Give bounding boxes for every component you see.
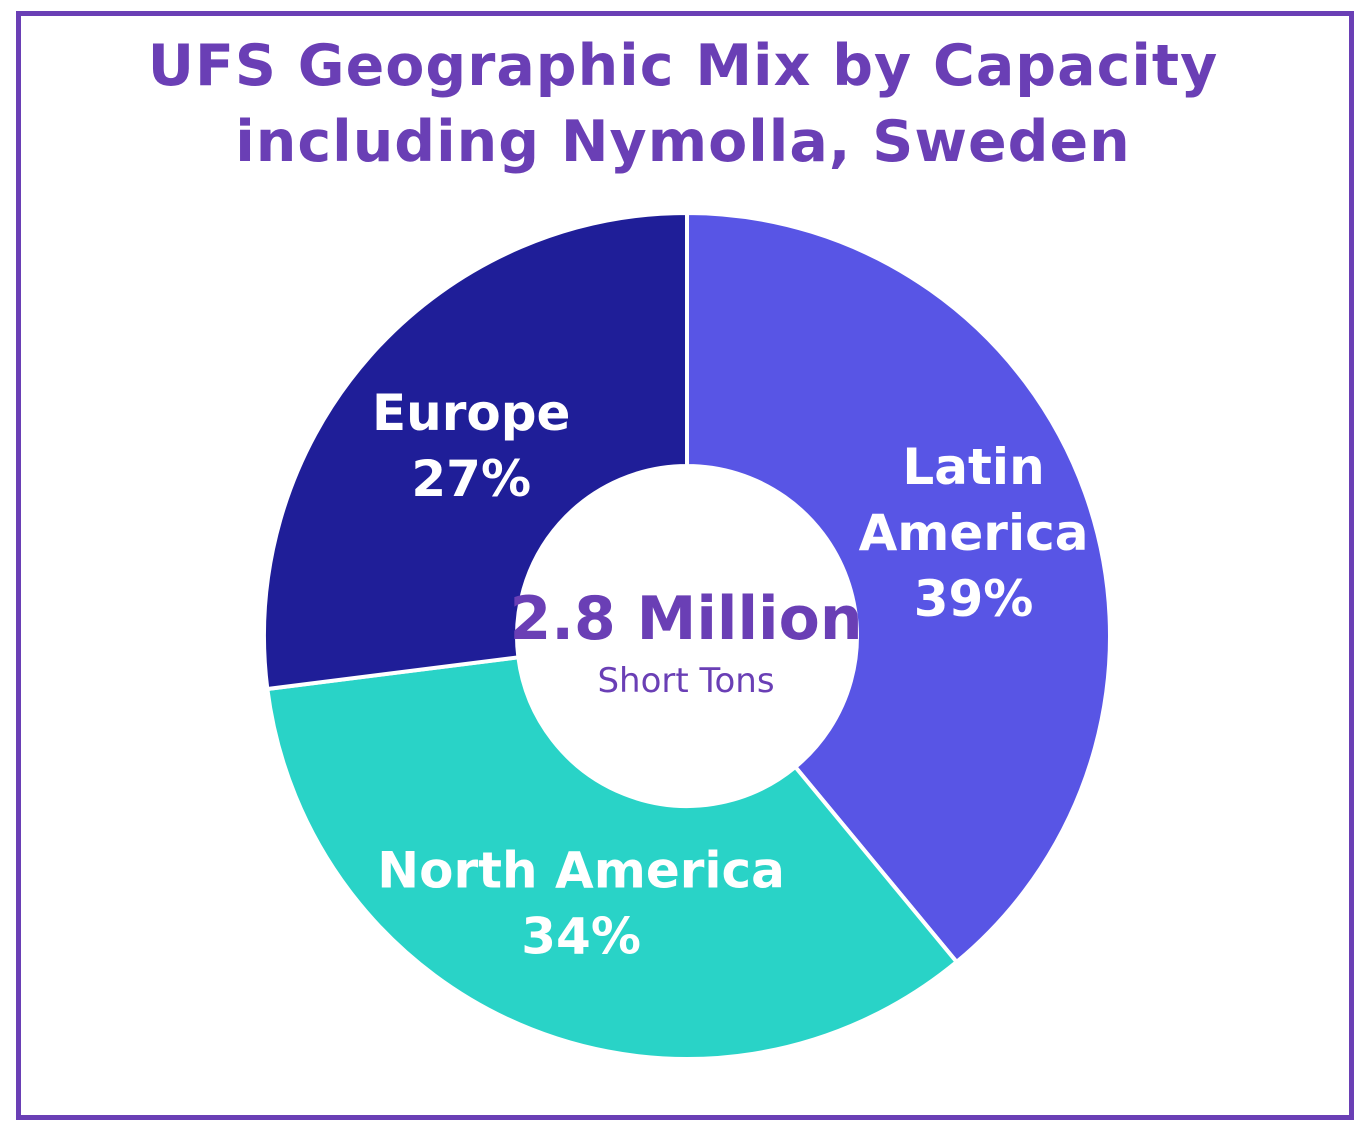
slice-label-europe: Europe 27% [372, 384, 570, 508]
slices-group [262, 210, 1112, 1061]
slice-north-america [265, 655, 960, 1061]
slice-labels-group: Latin America 39% North America 34% Europe 27% [372, 384, 1088, 966]
slice-europe [262, 210, 689, 692]
slice-latin-america [685, 210, 1112, 965]
slice-label-latin-america: Latin America 39% [859, 438, 1089, 628]
slice-label-north-america: North America 34% [377, 841, 785, 965]
center-value: 2.8 Million [509, 584, 862, 654]
center-unit: Short Tons [597, 661, 774, 701]
chart-title: UFS Geographic Mix by Capacity including… [147, 33, 1219, 175]
